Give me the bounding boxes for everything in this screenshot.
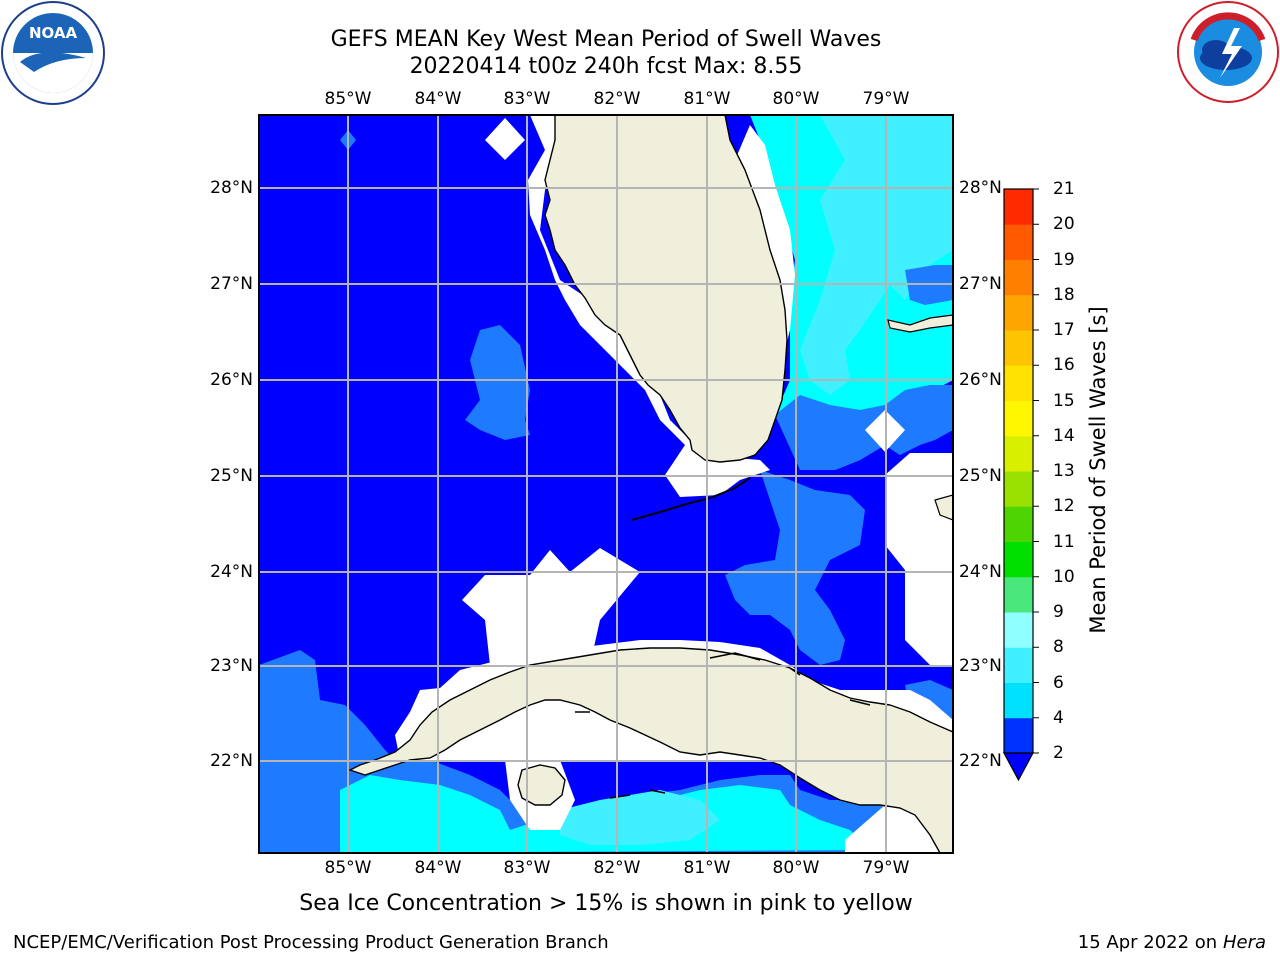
footer-host: Hera: [1222, 932, 1266, 953]
noaa-logo: NOAA: [1, 1, 105, 105]
noaa-logo-text: NOAA: [29, 24, 78, 42]
colorbar-segment: [1004, 294, 1033, 331]
lon-label-bottom: 85°W: [324, 858, 372, 878]
lat-label-left: 24°N: [210, 562, 253, 582]
swell-field-atlantic-light: [800, 115, 953, 395]
lat-label-left: 25°N: [210, 466, 253, 486]
nodata-cuba-north: [462, 548, 640, 665]
land-isle-of-youth: [517, 764, 566, 806]
colorbar-tick-label: 10: [1053, 566, 1075, 587]
swell-field-south-light: [560, 790, 720, 845]
lat-label-right: 24°N: [959, 562, 1002, 582]
colorbar-tick-label: 17: [1053, 320, 1075, 340]
colorbar-segment: [1004, 506, 1033, 542]
colorbar-segment: [1004, 224, 1033, 260]
nodata-north: [485, 118, 525, 160]
lon-label-bottom: 83°W: [503, 858, 551, 878]
lon-label-bottom: 80°W: [772, 858, 820, 878]
graticule: [259, 115, 953, 853]
colorbar-tick-label: 12: [1053, 496, 1075, 517]
colorbar-tick-label: 6: [1053, 672, 1064, 693]
land-florida-keys: [631, 477, 751, 521]
colorbar-tick-label: 2: [1053, 743, 1064, 763]
footer-date-text: 15 Apr 2022 on: [1077, 932, 1223, 953]
colorbar-tick-label: 13: [1053, 461, 1075, 481]
lon-label-top: 81°W: [683, 89, 731, 109]
colorbar-tick-label: 21: [1053, 179, 1075, 199]
land-andros: [934, 494, 953, 521]
colorbar-segment: [1004, 189, 1033, 225]
land-cuba: [348, 647, 953, 853]
footer-branch: NCEP/EMC/Verification Post Processing Pr…: [13, 932, 609, 953]
colorbar-tick-label: 14: [1053, 425, 1075, 446]
lon-label-bottom: 81°W: [683, 858, 731, 878]
colorbar-segment: [1004, 541, 1033, 578]
land-grand-bahama: [887, 314, 953, 333]
colorbar-segment: [1004, 647, 1033, 683]
colorbar-tick-label: 11: [1053, 531, 1075, 552]
lat-label-right: 26°N: [959, 370, 1002, 390]
colorbar-tick-label: 15: [1053, 390, 1075, 411]
colorbar-tick-label: 4: [1053, 707, 1064, 728]
colorbar-segment: [1004, 365, 1033, 401]
lon-label-top: 83°W: [503, 89, 551, 109]
lat-label-right: 28°N: [959, 178, 1002, 198]
lat-label-right: 25°N: [959, 466, 1002, 486]
colorbar-title: Mean Period of Swell Waves [s]: [1086, 306, 1110, 634]
nws-logo: [1177, 1, 1279, 103]
map-frame: [258, 114, 954, 854]
lon-label-bottom: 84°W: [414, 858, 462, 878]
lon-label-top: 84°W: [414, 89, 462, 109]
colorbar: [1002, 188, 1039, 782]
lon-label-top: 82°W: [593, 89, 641, 109]
colorbar-segment: [1004, 435, 1033, 472]
colorbar-tick-label: 8: [1053, 637, 1064, 658]
lon-label-top: 85°W: [324, 89, 372, 109]
colorbar-segment: [1004, 400, 1033, 437]
lat-label-left: 28°N: [210, 178, 253, 198]
lat-label-left: 26°N: [210, 370, 253, 390]
colorbar-tick-label: 20: [1053, 214, 1075, 235]
lon-label-bottom: 79°W: [862, 858, 910, 878]
map-field: [259, 115, 953, 853]
lon-label-top: 79°W: [862, 89, 910, 109]
lat-label-left: 27°N: [210, 274, 253, 294]
sea-ice-note: Sea Ice Concentration > 15% is shown in …: [299, 891, 913, 916]
nodata-southeast: [845, 805, 953, 853]
lat-label-left: 22°N: [210, 751, 253, 771]
nodata-bahamas-2: [885, 453, 953, 665]
colorbar-segment: [1004, 259, 1033, 296]
colorbar-segment: [1004, 612, 1033, 648]
swell-field-mid-1: [775, 385, 953, 470]
chart-subtitle: 20220414 t00z 240h fcst Max: 8.55: [409, 54, 803, 79]
lat-label-right: 27°N: [959, 274, 1002, 294]
colorbar-segment: [1004, 682, 1033, 719]
footer-date: 15 Apr 2022 on Hera: [1078, 932, 1266, 954]
lon-label-top: 80°W: [772, 89, 820, 109]
colorbar-segment: [1004, 471, 1033, 507]
colorbar-segment: [1004, 576, 1033, 613]
colorbar-segment: [1004, 330, 1033, 366]
lat-label-right: 22°N: [959, 751, 1002, 771]
colorbar-tick-label: 16: [1053, 355, 1075, 376]
lat-label-left: 23°N: [210, 656, 253, 676]
colorbar-tick-label: 9: [1053, 602, 1064, 622]
colorbar-segment: [1004, 717, 1033, 754]
land-florida: [544, 115, 788, 463]
swell-field-gulf-patch: [465, 325, 530, 440]
colorbar-tick-label: 19: [1053, 249, 1075, 270]
lon-label-bottom: 82°W: [593, 858, 641, 878]
colorbar-tick-label: 18: [1053, 284, 1075, 305]
land-cuba-south-cays: [575, 711, 666, 799]
chart-title: GEFS MEAN Key West Mean Period of Swell …: [330, 27, 882, 52]
lat-label-right: 23°N: [959, 656, 1002, 676]
